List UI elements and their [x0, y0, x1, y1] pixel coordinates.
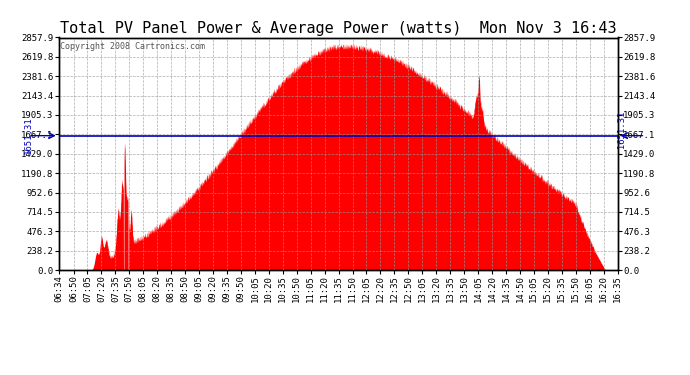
- Text: 1651.31: 1651.31: [618, 111, 627, 160]
- Text: 1651.31: 1651.31: [23, 117, 32, 154]
- Title: Total PV Panel Power & Average Power (watts)  Mon Nov 3 16:43: Total PV Panel Power & Average Power (wa…: [60, 21, 616, 36]
- Text: Copyright 2008 Cartronics.com: Copyright 2008 Cartronics.com: [60, 42, 205, 51]
